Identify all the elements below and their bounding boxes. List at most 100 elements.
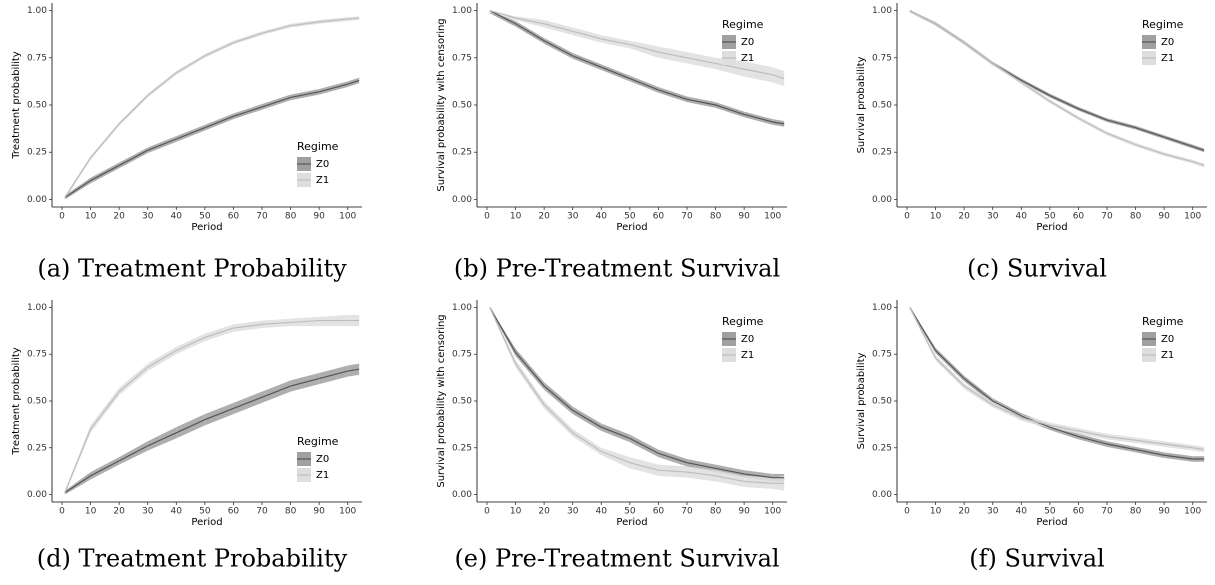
- x-tick-label: 40: [596, 212, 608, 222]
- y-tick-label: 1.00: [872, 303, 892, 313]
- x-tick-label: 30: [142, 507, 154, 517]
- y-tick-label: 0.00: [27, 490, 47, 500]
- x-tick-label: 0: [59, 212, 65, 222]
- x-tick-label: 80: [1130, 212, 1142, 222]
- x-axis-title: Period: [191, 222, 222, 233]
- y-tick-label: 0.75: [872, 53, 892, 63]
- y-tick-label: 0.50: [872, 397, 892, 407]
- series-line: [909, 307, 1205, 451]
- legend-text: Z0: [316, 454, 329, 465]
- legend-title: Regime: [1142, 18, 1184, 31]
- x-tick-label: 90: [313, 212, 325, 222]
- legend-text: Z0: [741, 334, 754, 345]
- y-axis-title: Treatment probability: [11, 347, 22, 455]
- confidence-band: [601, 447, 630, 469]
- legend-text: Z1: [1161, 350, 1174, 361]
- x-tick-label: 60: [653, 212, 665, 222]
- x-tick-label: 100: [339, 212, 356, 222]
- x-tick-label: 40: [171, 212, 183, 222]
- x-tick-label: 20: [958, 507, 970, 517]
- x-tick-label: 60: [228, 212, 240, 222]
- x-tick-label: 80: [710, 507, 722, 517]
- x-tick-label: 30: [142, 212, 154, 222]
- legend-text: Z1: [741, 350, 754, 361]
- x-tick-label: 60: [228, 507, 240, 517]
- x-tick-label: 70: [681, 507, 693, 517]
- x-tick-label: 10: [510, 212, 522, 222]
- y-tick-label: 1.00: [27, 303, 47, 313]
- x-tick-label: 50: [1044, 507, 1056, 517]
- y-tick-label: 0.25: [452, 443, 472, 453]
- subfigure-caption: (f) Survival: [969, 545, 1104, 573]
- y-axis-title: Survival probability with censoring: [436, 18, 447, 191]
- x-tick-label: 60: [1073, 212, 1085, 222]
- legend-title: Regime: [297, 140, 339, 153]
- subfigure-caption: (e) Pre-Treatment Survival: [454, 545, 779, 573]
- series-line: [909, 307, 1205, 460]
- x-axis-title: Period: [1036, 222, 1067, 233]
- y-tick-label: 0.50: [27, 101, 47, 111]
- y-tick-label: 0.25: [27, 148, 47, 158]
- y-tick-label: 1.00: [452, 6, 472, 16]
- x-tick-label: 90: [738, 507, 750, 517]
- subfigure-caption: (a) Treatment Probability: [37, 255, 347, 283]
- x-tick-label: 90: [1158, 507, 1170, 517]
- x-tick-label: 30: [567, 507, 579, 517]
- x-tick-label: 80: [710, 212, 722, 222]
- x-tick-label: 50: [624, 507, 636, 517]
- x-tick-label: 90: [313, 507, 325, 517]
- x-tick-label: 60: [1073, 507, 1085, 517]
- legend-text: Z1: [1161, 53, 1174, 64]
- legend-title: Regime: [722, 315, 764, 328]
- y-tick-label: 0.75: [452, 350, 472, 360]
- y-tick-label: 0.50: [452, 101, 472, 111]
- y-tick-label: 0.00: [872, 195, 892, 205]
- subfigure-caption: (b) Pre-Treatment Survival: [454, 255, 780, 283]
- y-tick-label: 0.50: [27, 397, 47, 407]
- series-line: [909, 10, 1205, 151]
- y-tick-label: 0.50: [452, 397, 472, 407]
- x-tick-label: 70: [256, 212, 268, 222]
- x-tick-label: 80: [1130, 507, 1142, 517]
- legend-title: Regime: [1142, 315, 1184, 328]
- x-tick-label: 10: [85, 212, 97, 222]
- y-tick-label: 0.00: [872, 490, 892, 500]
- x-tick-label: 40: [596, 507, 608, 517]
- series-line: [489, 307, 785, 479]
- x-tick-label: 100: [1184, 212, 1201, 222]
- x-tick-label: 80: [285, 507, 297, 517]
- x-tick-label: 90: [1158, 212, 1170, 222]
- y-tick-label: 1.00: [27, 6, 47, 16]
- x-axis-title: Period: [616, 222, 647, 233]
- legend-text: Z0: [1161, 37, 1174, 48]
- x-tick-label: 80: [285, 212, 297, 222]
- series-line: [64, 79, 360, 199]
- y-tick-label: 1.00: [452, 303, 472, 313]
- x-axis-title: Period: [616, 517, 647, 528]
- series-line: [489, 307, 785, 484]
- series-line: [489, 10, 785, 125]
- y-tick-label: 0.75: [872, 350, 892, 360]
- x-tick-label: 10: [510, 507, 522, 517]
- x-tick-label: 50: [1044, 212, 1056, 222]
- legend-title: Regime: [722, 18, 764, 31]
- x-tick-label: 20: [538, 212, 550, 222]
- legend-text: Z1: [741, 53, 754, 64]
- y-tick-label: 0.00: [452, 490, 472, 500]
- x-tick-label: 90: [738, 212, 750, 222]
- x-tick-label: 100: [1184, 507, 1201, 517]
- x-tick-label: 10: [85, 507, 97, 517]
- legend-text: Z1: [316, 175, 329, 186]
- x-tick-label: 70: [256, 507, 268, 517]
- confidence-band: [489, 10, 516, 27]
- x-axis-title: Period: [191, 517, 222, 528]
- x-tick-label: 50: [199, 212, 211, 222]
- x-tick-label: 30: [987, 507, 999, 517]
- series-line: [909, 10, 1205, 167]
- y-tick-label: 0.75: [27, 350, 47, 360]
- x-tick-label: 30: [567, 212, 579, 222]
- x-tick-label: 0: [484, 507, 490, 517]
- legend-title: Regime: [297, 435, 339, 448]
- x-tick-label: 100: [764, 212, 781, 222]
